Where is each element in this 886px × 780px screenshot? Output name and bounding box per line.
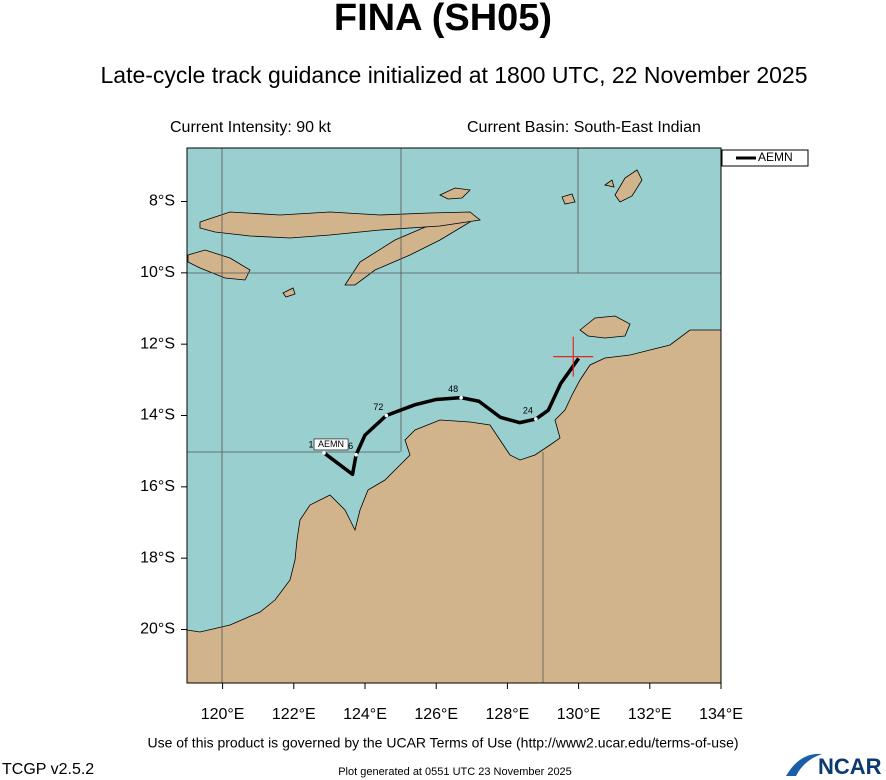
- tau-point: [534, 417, 538, 421]
- tau-label: 24: [523, 405, 533, 415]
- tau-label: 48: [448, 384, 458, 394]
- subtitle: Late-cycle track guidance initialized at…: [101, 62, 808, 88]
- x-tick-label: 130°E: [557, 706, 601, 723]
- logo-text: NCAR: [818, 754, 882, 779]
- x-tick-label: 128°E: [486, 706, 530, 723]
- track-name: AEMN: [318, 439, 344, 449]
- y-tick-label: 16°S: [140, 478, 175, 495]
- logo-swoosh: [786, 753, 822, 776]
- land: [186, 169, 722, 684]
- tau-label: 72: [373, 402, 383, 412]
- x-tick-label: 134°E: [699, 706, 743, 723]
- logo: NCAR: [786, 754, 882, 779]
- title: FINA (SH05): [334, 0, 552, 39]
- map-frame: [186, 147, 722, 684]
- legend-label: AEMN: [758, 150, 793, 164]
- footer: Use of this product is governed by the U…: [147, 735, 738, 751]
- y-tick-label: 20°S: [140, 621, 175, 638]
- y-tick-label: 10°S: [140, 264, 175, 281]
- tau-point: [354, 452, 358, 457]
- tau-point: [459, 395, 463, 400]
- x-tick-label: 120°E: [201, 706, 245, 723]
- basin: Current Basin: South-East Indian: [467, 119, 701, 136]
- x-tick-label: 122°E: [272, 706, 316, 723]
- x-tick-label: 132°E: [628, 706, 672, 723]
- tau-point: [322, 451, 326, 455]
- legend-box: [721, 149, 809, 167]
- generated: Plot generated at 0551 UTC 23 November 2…: [338, 766, 572, 778]
- y-tick-label: 8°S: [149, 193, 175, 210]
- y-tick-label: 12°S: [140, 335, 175, 352]
- track-name-box: [313, 438, 349, 451]
- tau-point: [384, 413, 389, 418]
- version: TCGP v2.5.2: [2, 761, 94, 778]
- x-tick-label: 126°E: [414, 706, 458, 723]
- y-tick-label: 18°S: [140, 549, 175, 566]
- intensity: Current Intensity: 90 kt: [170, 119, 332, 136]
- y-tick-label: 14°S: [140, 407, 175, 424]
- x-tick-label: 124°E: [343, 706, 387, 723]
